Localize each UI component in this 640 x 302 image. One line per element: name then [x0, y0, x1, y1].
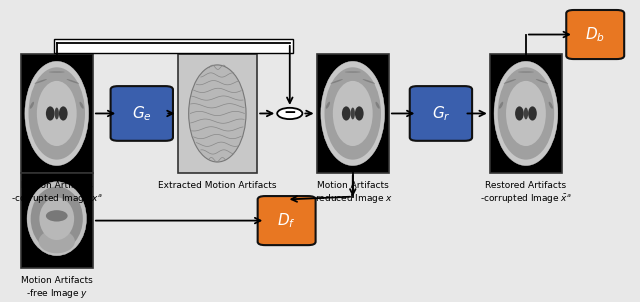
FancyBboxPatch shape — [111, 86, 173, 141]
Text: Motion Artifacts
-reduced Image $x$: Motion Artifacts -reduced Image $x$ — [312, 181, 393, 205]
Ellipse shape — [363, 79, 375, 84]
Text: −: − — [284, 104, 296, 120]
Ellipse shape — [38, 230, 75, 253]
Ellipse shape — [27, 182, 86, 256]
Ellipse shape — [536, 79, 548, 84]
Ellipse shape — [548, 102, 553, 109]
FancyBboxPatch shape — [20, 173, 93, 268]
Ellipse shape — [59, 106, 68, 120]
Text: Motion Artifacts
-free Image $y$: Motion Artifacts -free Image $y$ — [21, 276, 93, 300]
Text: $D_b$: $D_b$ — [585, 25, 605, 44]
Text: Restored Artifacts
-corrupted Image $\bar{x}^{a}$: Restored Artifacts -corrupted Image $\ba… — [480, 181, 572, 205]
Ellipse shape — [46, 106, 54, 120]
Ellipse shape — [330, 79, 343, 84]
Text: $G_e$: $G_e$ — [132, 104, 152, 123]
Ellipse shape — [342, 106, 351, 120]
Ellipse shape — [321, 61, 385, 165]
FancyBboxPatch shape — [20, 54, 93, 173]
Ellipse shape — [345, 71, 361, 73]
Ellipse shape — [494, 61, 558, 165]
FancyBboxPatch shape — [258, 196, 316, 245]
Ellipse shape — [376, 102, 380, 109]
FancyBboxPatch shape — [490, 54, 562, 173]
Ellipse shape — [54, 108, 59, 119]
Ellipse shape — [31, 187, 83, 251]
Ellipse shape — [528, 106, 537, 120]
Ellipse shape — [29, 67, 85, 160]
FancyBboxPatch shape — [317, 54, 389, 173]
FancyBboxPatch shape — [177, 54, 257, 173]
Ellipse shape — [67, 79, 79, 84]
Ellipse shape — [79, 102, 84, 109]
Text: Extracted Motion Artifacts: Extracted Motion Artifacts — [158, 181, 276, 190]
Ellipse shape — [498, 67, 554, 160]
Ellipse shape — [351, 108, 355, 119]
Ellipse shape — [524, 108, 528, 119]
Ellipse shape — [40, 198, 74, 240]
Text: Motion Artifacts
-corrupted Image $x^{a}$: Motion Artifacts -corrupted Image $x^{a}… — [11, 181, 103, 205]
Ellipse shape — [499, 102, 503, 109]
Ellipse shape — [25, 61, 88, 165]
Ellipse shape — [515, 106, 524, 120]
FancyBboxPatch shape — [54, 39, 293, 53]
Text: $D_f$: $D_f$ — [277, 211, 296, 230]
Ellipse shape — [49, 71, 65, 73]
Circle shape — [277, 108, 302, 119]
Ellipse shape — [324, 67, 381, 160]
Ellipse shape — [30, 102, 34, 109]
Ellipse shape — [46, 210, 68, 222]
Ellipse shape — [504, 79, 516, 84]
Ellipse shape — [506, 81, 546, 146]
FancyBboxPatch shape — [566, 10, 624, 59]
Ellipse shape — [518, 71, 534, 73]
Ellipse shape — [326, 102, 330, 109]
Ellipse shape — [35, 79, 47, 84]
Text: $G_r$: $G_r$ — [431, 104, 451, 123]
Ellipse shape — [189, 65, 246, 162]
FancyBboxPatch shape — [410, 86, 472, 141]
Ellipse shape — [37, 81, 77, 146]
Ellipse shape — [333, 81, 372, 146]
Ellipse shape — [355, 106, 364, 120]
